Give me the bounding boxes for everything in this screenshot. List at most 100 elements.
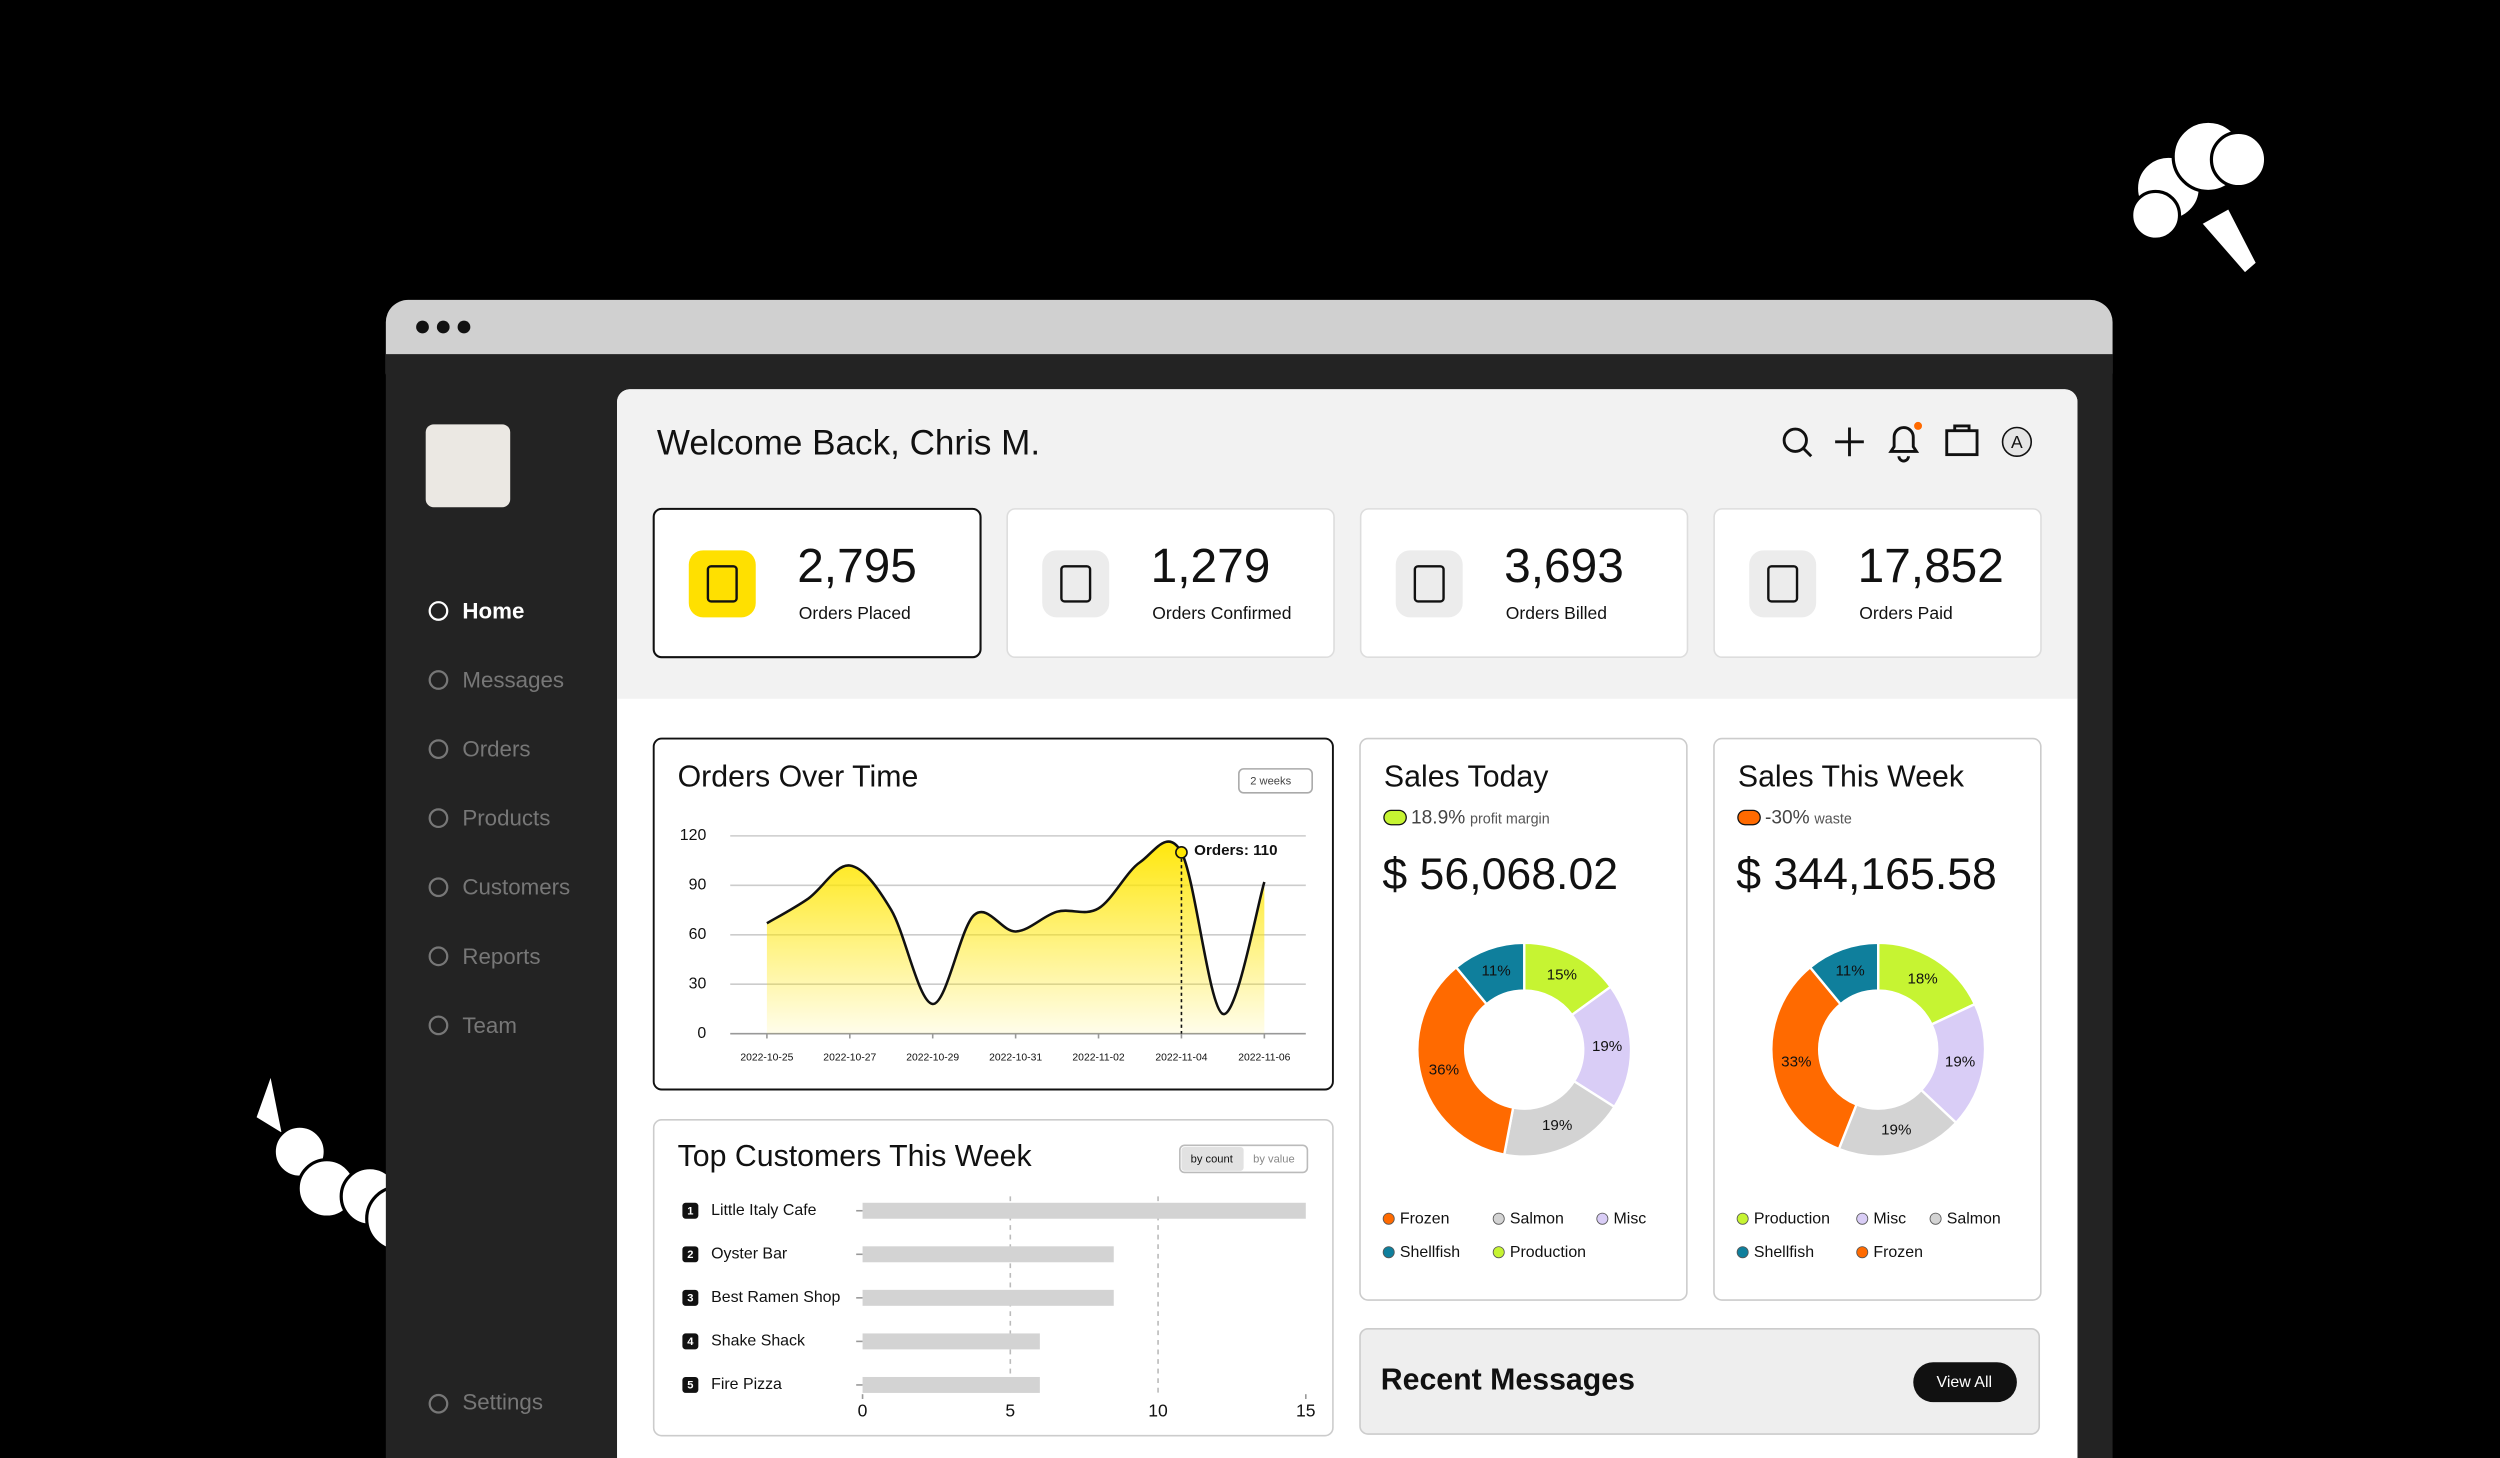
rank: 2 [687, 1249, 693, 1261]
nav-item[interactable]: Messages [462, 668, 564, 693]
y-tick-label: 0 [697, 1025, 706, 1042]
nav-icon [428, 1015, 449, 1036]
legend-label: Frozen [1400, 1211, 1450, 1228]
nav-icon [428, 877, 449, 898]
nav-item[interactable]: Products [462, 806, 550, 831]
slice-label: 18% [1907, 971, 1937, 988]
logo [425, 424, 511, 508]
legend-swatch [1736, 1246, 1749, 1259]
slice-label: 19% [1592, 1038, 1622, 1055]
line [766, 840, 1266, 1016]
nav-item[interactable]: Team [462, 1013, 517, 1038]
rank-badge [682, 1246, 699, 1263]
messages-title: Recent Messages [1381, 1363, 1635, 1396]
x-tick-label: 10 [1148, 1400, 1168, 1420]
category-label: Shake Shack [711, 1333, 805, 1350]
stat-icon [1042, 550, 1110, 618]
legend-swatch [1492, 1246, 1505, 1259]
y-tick-label: 60 [689, 926, 707, 943]
legend-swatch [1929, 1212, 1942, 1225]
legend-label: Frozen [1873, 1244, 1923, 1261]
chart-title: Sales This Week [1738, 760, 1965, 793]
bell-icon[interactable] [1888, 426, 1920, 463]
x-tick-label: 0 [858, 1400, 868, 1420]
veggie-doodle [225, 1066, 433, 1253]
legend-swatch [1492, 1212, 1505, 1225]
stat-label: Orders Placed [799, 603, 911, 623]
toggle-label[interactable]: by count [1191, 1154, 1234, 1166]
legend-label: Misc [1873, 1211, 1906, 1228]
change: 18.9% [1411, 807, 1465, 828]
chart-card [1713, 737, 2042, 1301]
rank: 4 [687, 1336, 694, 1348]
chart-card [1359, 737, 1688, 1301]
chart-title: Sales Today [1384, 760, 1549, 793]
slice-label: 33% [1781, 1054, 1811, 1071]
rank-badge [682, 1289, 699, 1306]
legend-label: Misc [1614, 1211, 1647, 1228]
bag-icon[interactable] [1945, 429, 1979, 457]
window-dot [436, 320, 450, 334]
stat-label: Orders Paid [1859, 603, 1953, 623]
nav-item[interactable]: Home [462, 598, 524, 623]
legend-swatch [1856, 1212, 1869, 1225]
stat-card [1006, 508, 1335, 659]
nav-icon [428, 601, 449, 621]
stat-value: 2,795 [797, 540, 917, 593]
legend-label: Salmon [1947, 1211, 2001, 1228]
bar [862, 1246, 1114, 1263]
nav-item[interactable]: Reports [462, 944, 540, 969]
nav-icon [428, 670, 449, 690]
y-tick-label: 30 [689, 975, 707, 992]
slice-label: 36% [1429, 1061, 1459, 1078]
chart-title: Top Customers This Week [678, 1140, 1033, 1173]
nav-item[interactable]: Orders [462, 737, 530, 762]
x-tick-label: 2022-10-31 [989, 1052, 1042, 1063]
toggle-label[interactable]: by value [1253, 1154, 1295, 1166]
x-tick-label: 2022-11-04 [1155, 1052, 1207, 1063]
change: -30% [1765, 807, 1810, 828]
rank-badge [682, 1333, 699, 1350]
dropdown-label: 2 weeks [1250, 776, 1291, 788]
slice-label: 19% [1542, 1117, 1572, 1134]
legend-swatch [1856, 1246, 1869, 1259]
legend-label: Shellfish [1400, 1244, 1460, 1261]
header-panel [617, 389, 2078, 699]
x-tick-label: 5 [1005, 1400, 1015, 1420]
y-tick-label: 120 [680, 827, 707, 844]
bar [862, 1202, 1306, 1219]
slice [1416, 965, 1515, 1157]
stat-icon [688, 550, 756, 618]
view-all-button[interactable] [1913, 1362, 2017, 1403]
nav-settings[interactable]: Settings [462, 1390, 543, 1415]
x-tick-label: 2022-11-06 [1238, 1052, 1290, 1063]
legend-label: Shellfish [1754, 1244, 1814, 1261]
bar [862, 1376, 1040, 1393]
x-tick-label: 2022-10-29 [906, 1052, 959, 1063]
total: $ 56,068.02 [1382, 850, 1618, 899]
stat-icon [1749, 550, 1817, 618]
total: $ 344,165.58 [1736, 850, 1997, 899]
area [766, 841, 1265, 1034]
dropdown[interactable] [1238, 768, 1313, 794]
broccoli-doodle [2130, 119, 2268, 277]
slice-label: 19% [1945, 1054, 1975, 1071]
stat-label: Orders Confirmed [1152, 603, 1291, 623]
change-label: profit margin [1470, 812, 1550, 828]
toggle-active[interactable] [1181, 1146, 1244, 1171]
legend-swatch [1596, 1212, 1609, 1225]
legend-label: Salmon [1510, 1211, 1564, 1228]
nav-item[interactable]: Customers [462, 875, 570, 900]
avatar[interactable] [2001, 426, 2033, 458]
y-tick-label: 90 [689, 877, 707, 894]
slice [1808, 941, 1880, 1006]
view-all-label: View All [1937, 1374, 1993, 1391]
category-label: Best Ramen Shop [711, 1289, 840, 1306]
search-icon[interactable] [1782, 427, 1808, 453]
stat-card [1359, 508, 1689, 659]
slice-label: 15% [1547, 967, 1577, 984]
highlight-point [1175, 845, 1188, 859]
category-label: Oyster Bar [711, 1245, 788, 1262]
stat-value: 1,279 [1151, 540, 1271, 593]
